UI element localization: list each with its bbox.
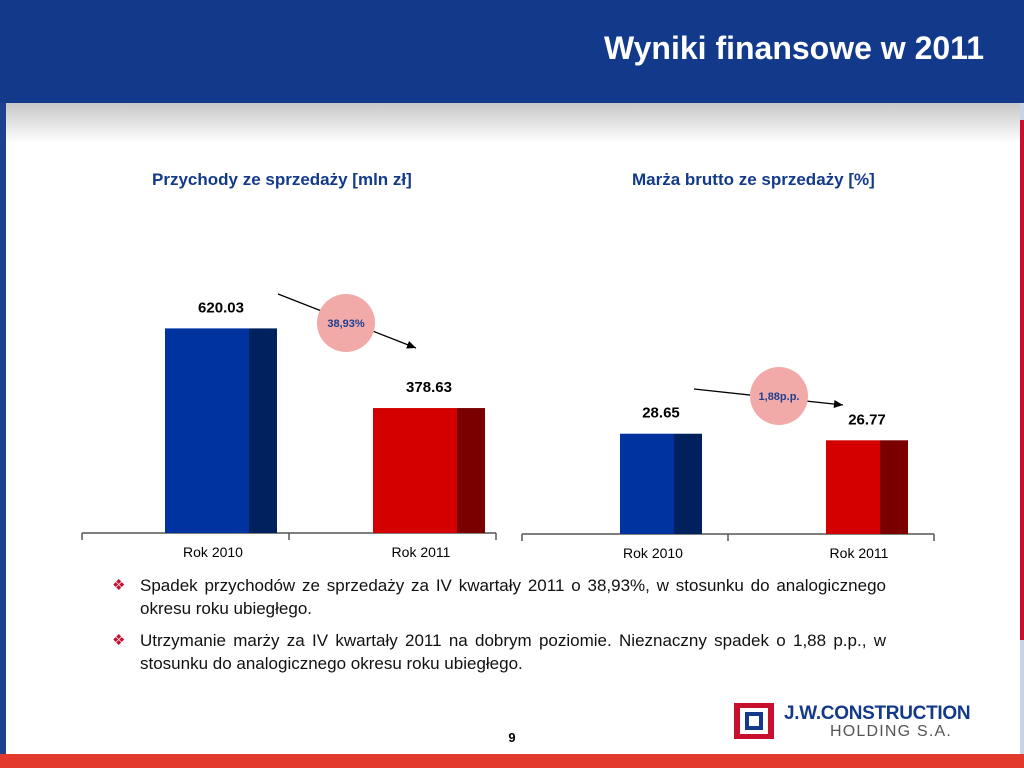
- header-shadow: [6, 103, 1020, 143]
- left-border: [0, 0, 6, 768]
- bullet-marker-icon: ❖: [112, 577, 126, 594]
- bullet-text: Spadek przychodów ze sprzedaży za IV kwa…: [140, 576, 886, 618]
- bar-rok-2011: [826, 440, 880, 534]
- x-tick-label: Rok 2011: [392, 544, 451, 560]
- bar-rok-2010: [620, 433, 674, 534]
- chart-margin-title: Marża brutto ze sprzedaży [%]: [632, 170, 875, 189]
- page-number: 9: [508, 730, 516, 745]
- logo-name-bottom: HOLDING S.A.: [830, 723, 952, 740]
- bar-rok-2011: [373, 408, 457, 533]
- bar-rok-2010: [165, 328, 249, 533]
- x-tick-label: Rok 2011: [830, 545, 889, 561]
- x-tick-label: Rok 2010: [623, 545, 683, 561]
- logo-name-top: J.W.CONSTRUCTION: [784, 703, 971, 724]
- bullet-item: ❖ Utrzymanie marży za IV kwartały 2011 n…: [112, 629, 886, 675]
- right-border-accent: [1020, 120, 1024, 640]
- header-bar: Wyniki finansowe w 2011: [0, 0, 1024, 103]
- bottom-bar: [0, 754, 1024, 768]
- data-label: 620.03: [198, 299, 244, 316]
- x-tick-label: Rok 2010: [183, 544, 243, 560]
- trend-arrow-head: [833, 400, 843, 409]
- bullet-text: Utrzymanie marży za IV kwartały 2011 na …: [140, 631, 886, 673]
- right-border: [1020, 0, 1024, 768]
- data-label: 28.65: [642, 405, 680, 422]
- bullet-item: ❖ Spadek przychodów ze sprzedaży za IV k…: [112, 574, 886, 620]
- page-title: Wyniki finansowe w 2011: [604, 30, 984, 66]
- company-logo: J.W.CONSTRUCTION HOLDING S.A.: [734, 703, 996, 743]
- bullet-marker-icon: ❖: [112, 632, 126, 649]
- change-label: 1,88p.p.: [759, 391, 800, 403]
- chart-revenue-title: Przychody ze sprzedaży [mln zł]: [152, 170, 412, 189]
- change-bubble: [750, 367, 808, 425]
- company-logo-icon: [734, 703, 774, 739]
- bar-side-rok-2011: [880, 440, 908, 534]
- bullet-list: ❖ Spadek przychodów ze sprzedaży za IV k…: [112, 574, 886, 684]
- bar-side-rok-2011: [457, 408, 485, 533]
- bar-side-rok-2010: [249, 328, 277, 533]
- data-label: 378.63: [406, 379, 452, 396]
- change-label: 38,93%: [327, 318, 365, 330]
- data-label: 26.77: [848, 411, 886, 428]
- trend-arrow-head: [406, 340, 416, 349]
- bar-side-rok-2010: [674, 433, 702, 534]
- change-bubble: [317, 294, 375, 352]
